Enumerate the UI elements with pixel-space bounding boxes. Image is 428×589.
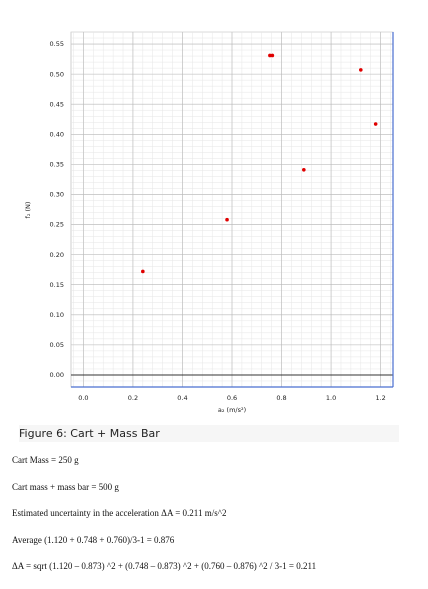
notes: Cart Mass = 250 g Cart mass + mass bar =… xyxy=(12,455,316,588)
data-point xyxy=(141,269,145,274)
y-tick-label: 0.40 xyxy=(50,130,64,138)
x-tick-label: 0.6 xyxy=(227,394,237,402)
y-tick-label: 0.30 xyxy=(50,191,64,199)
data-point xyxy=(359,68,363,72)
x-axis-label: a₂ (m/s²) xyxy=(218,406,246,414)
note-cart-mass-bar: Cart mass + mass bar = 500 g xyxy=(12,481,119,492)
note-delta-a: ΔA = sqrt (1.120 – 0.873) ^2 + (0.748 – … xyxy=(12,561,317,571)
y-tick-label: 0.55 xyxy=(50,40,64,48)
y-tick-label: 0.20 xyxy=(50,251,64,259)
y-tick-label: 0.15 xyxy=(50,281,64,289)
x-tick-labels: 0.0 0.2 0.4 0.6 0.8 1.0 1.2 xyxy=(78,394,386,402)
y-axis-label: f₂ (N) xyxy=(24,202,32,219)
data-point xyxy=(270,53,275,58)
x-tick-label: 0.8 xyxy=(276,394,286,402)
data-points xyxy=(141,53,378,274)
data-point xyxy=(373,122,378,126)
x-tick-label: 1.2 xyxy=(375,394,385,402)
x-tick-label: 1.0 xyxy=(326,394,336,402)
y-tick-label: 0.25 xyxy=(50,221,64,229)
data-point xyxy=(302,167,306,172)
data-point xyxy=(225,217,229,222)
x-tick-label: 0.0 xyxy=(78,394,88,402)
note-uncertainty: Estimated uncertainty in the acceleratio… xyxy=(12,508,227,518)
y-tick-label: 0.50 xyxy=(50,70,64,78)
axes xyxy=(71,32,394,388)
x-tick-label: 0.4 xyxy=(177,394,187,402)
note-cart-mass: Cart Mass = 250 g xyxy=(12,455,79,465)
y-tick-label: 0.05 xyxy=(50,341,64,349)
note-average: Average (1.120 + 0.748 + 0.760)/3-1 = 0.… xyxy=(12,534,175,545)
scatter-chart: 0.0 0.2 0.4 0.6 0.8 1.0 1.2 0.000.050.100.150.… xyxy=(24,31,394,414)
x-tick-label: 0.2 xyxy=(128,394,138,402)
y-tick-label: 0.00 xyxy=(50,371,64,379)
figure-caption: Figure 6: Cart + Mass Bar xyxy=(19,425,399,442)
y-tick-labels: 0.00 0.05 0.10 0.15 0.20 0.25 0.30 0.35 0.40 0.45… xyxy=(50,40,64,379)
y-tick-label: 0.35 xyxy=(50,161,64,169)
y-tick-label: 0.10 xyxy=(50,311,64,319)
data-point xyxy=(268,53,272,58)
y-tick-label: 0.45 xyxy=(50,100,64,108)
